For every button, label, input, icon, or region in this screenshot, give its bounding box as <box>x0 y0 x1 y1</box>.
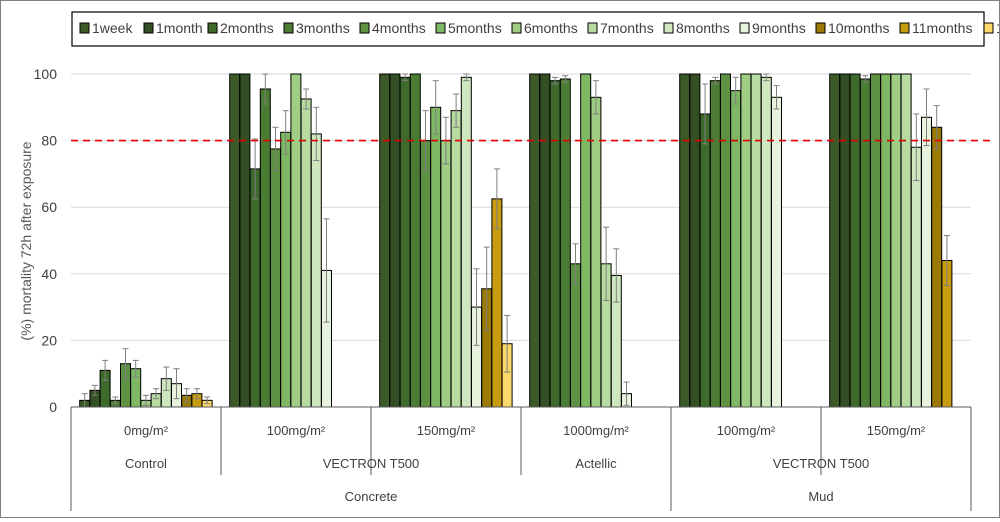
bar-2months <box>249 168 261 408</box>
y-tick-label: 100 <box>34 66 58 82</box>
bar-1month <box>689 73 701 408</box>
legend-label: 7months <box>600 20 654 36</box>
bar-3months <box>559 78 571 408</box>
bar-5months <box>880 73 892 408</box>
product-label: VECTRON T500 <box>773 456 870 471</box>
y-tick-label: 80 <box>41 133 57 149</box>
legend-swatch <box>511 22 522 34</box>
bar-4months <box>720 73 731 408</box>
legend-swatch <box>435 22 446 34</box>
legend-label: 12months <box>996 20 999 36</box>
bar-5months <box>580 73 592 408</box>
bar-2months <box>399 76 411 408</box>
surface-label: Concrete <box>345 489 398 504</box>
product-label: Control <box>125 456 167 471</box>
bar-5months <box>280 131 292 408</box>
bar-2months <box>849 73 861 408</box>
bar-10months <box>931 126 943 408</box>
error-bars <box>81 73 950 408</box>
legend-swatch <box>815 22 826 34</box>
dose-label: 100mg/m² <box>717 423 776 438</box>
legend-label: 10months <box>828 20 889 36</box>
legend-label: 1week <box>92 20 133 36</box>
bar-3months <box>709 80 721 408</box>
legend-swatch <box>899 22 910 34</box>
bar-2months <box>699 113 711 408</box>
bar-4months <box>420 140 431 408</box>
bar-2months <box>549 80 561 408</box>
bar-4months <box>870 73 881 408</box>
legend-label: 8months <box>676 20 730 36</box>
y-axis-title: (%) mortality 72h after exposure <box>18 141 34 340</box>
legend-label: 1month <box>156 20 203 36</box>
bar-6months <box>590 96 602 408</box>
product-label: VECTRON T500 <box>323 456 420 471</box>
bar-8months <box>460 76 472 408</box>
bar-5months <box>730 90 742 408</box>
bar-1week <box>229 73 241 408</box>
legend-label: 5months <box>448 20 502 36</box>
bar-6months <box>290 73 302 408</box>
y-tick-label: 0 <box>49 399 57 415</box>
legend-label: 9months <box>752 20 806 36</box>
bar-8months <box>760 76 772 408</box>
bar-1month <box>539 73 551 408</box>
bar-1week <box>379 73 391 408</box>
bar-4months <box>570 263 581 408</box>
bar-7months <box>300 98 312 408</box>
bar-9months <box>771 96 782 408</box>
bar-1month <box>839 73 851 408</box>
bar-7months <box>900 73 912 408</box>
dose-label: 0mg/m² <box>124 423 169 438</box>
bar-11months <box>491 198 503 408</box>
dose-label: 100mg/m² <box>267 423 326 438</box>
bar-1week <box>529 73 541 408</box>
bar-3months <box>409 73 421 408</box>
bar-1month <box>389 73 401 408</box>
legend-label: 6months <box>524 20 578 36</box>
legend-swatch <box>663 22 674 34</box>
bar-4months <box>270 148 281 408</box>
bar-6months <box>440 140 452 408</box>
bar-6months <box>890 73 902 408</box>
legend-swatch <box>587 22 598 34</box>
bar-1week <box>679 73 691 408</box>
bar-9months <box>921 116 932 408</box>
bar-1week <box>829 73 841 408</box>
legend-swatch <box>359 22 370 34</box>
dose-label: 150mg/m² <box>867 423 926 438</box>
y-tick-label: 20 <box>41 332 57 348</box>
legend-label: 11months <box>912 20 972 36</box>
product-label: Actellic <box>575 456 617 471</box>
legend-swatch <box>207 22 218 34</box>
legend: 1week 1month 2months 3months 4months 5months 6… <box>71 11 1000 47</box>
bar-7months <box>750 73 762 408</box>
y-tick-label: 40 <box>41 266 57 282</box>
y-tick-label: 60 <box>41 199 57 215</box>
legend-swatch <box>143 22 154 34</box>
bar-8months <box>910 146 922 408</box>
bar-5months <box>430 106 442 408</box>
surface-label: Mud <box>808 489 833 504</box>
bar-1month <box>239 73 251 408</box>
legend-swatch <box>983 22 994 34</box>
legend-swatch <box>79 22 90 34</box>
dose-label: 150mg/m² <box>417 423 476 438</box>
bar-3months <box>859 78 871 408</box>
legend-swatch <box>739 22 750 34</box>
bar-7months <box>450 110 462 408</box>
bar-8months <box>310 133 322 408</box>
legend-swatch <box>283 22 294 34</box>
bars <box>79 73 953 408</box>
bar-3months <box>259 88 271 408</box>
bar-6months <box>740 73 752 408</box>
legend-label: 4months <box>372 20 426 36</box>
legend-label: 2months <box>220 20 274 36</box>
legend-label: 3months <box>296 20 350 36</box>
legend-box <box>71 11 985 47</box>
dose-label: 1000mg/m² <box>563 423 629 438</box>
